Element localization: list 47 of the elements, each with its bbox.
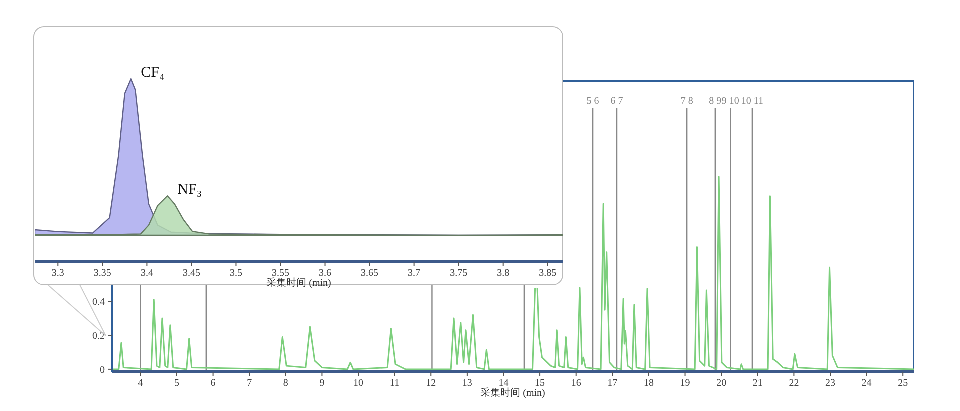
- x-tick-label: 9: [320, 378, 325, 389]
- series-label: CF₄: [141, 65, 165, 81]
- x-tick-label: 5: [174, 378, 180, 389]
- x-tick-label: 3.85: [539, 268, 557, 279]
- x-tick-label: 21: [752, 378, 763, 389]
- x-tick-label: 19: [680, 378, 690, 389]
- annotation: 8 9: [709, 96, 722, 107]
- x-tick-label: 3.3: [52, 268, 64, 279]
- y-tick-label: 0: [100, 364, 105, 376]
- x-tick-label: 24: [862, 378, 872, 389]
- x-tick-label: 14: [498, 378, 509, 389]
- x-tick-label: 4: [138, 378, 144, 389]
- x-tick-label: 23: [825, 378, 836, 389]
- annotation: 7 8: [680, 96, 694, 107]
- x-tick-label: 3.45: [182, 268, 200, 279]
- y-tick-label: 0.2: [92, 331, 105, 342]
- x-tick-label: 3.5: [230, 268, 242, 279]
- annotation: 9 10: [722, 96, 740, 107]
- x-tick-label: 17: [608, 378, 618, 389]
- annotation: 10 11: [741, 96, 764, 107]
- annotation: 5 6: [586, 96, 600, 107]
- x-tick-label: 3.65: [361, 268, 379, 279]
- x-tick-label: 3.6: [319, 268, 332, 279]
- x-tick-label: 16: [571, 378, 582, 389]
- x-tick-label: 25: [898, 378, 908, 389]
- x-tick-label: 13: [462, 378, 472, 389]
- x-tick-label: 3.7: [408, 268, 421, 279]
- x-tick-label: 15: [535, 378, 546, 389]
- x-tick-label: 6: [210, 378, 216, 389]
- x-tick-label: 3.55: [272, 268, 290, 279]
- x-tick-label: 12: [426, 378, 436, 389]
- x-tick-label: 11: [390, 378, 400, 389]
- x-tick-label: 3.75: [450, 268, 468, 279]
- x-axis-title: 采集时间 (min): [266, 277, 332, 289]
- series-label: NF₃: [178, 182, 202, 198]
- x-tick-label: 7: [247, 378, 252, 389]
- x-tick-label: 18: [644, 378, 654, 389]
- x-tick-label: 22: [789, 378, 800, 389]
- x-axis-title: 采集时间 (min): [480, 387, 546, 399]
- x-tick-label: 20: [716, 378, 727, 389]
- y-tick-label: 0.4: [92, 297, 105, 308]
- x-tick-label: 10: [354, 378, 364, 389]
- x-tick-label: 3.8: [497, 268, 510, 279]
- x-tick-label: 3.35: [94, 268, 112, 279]
- x-tick-label: 3.4: [140, 268, 154, 279]
- annotation: 6 7: [610, 96, 624, 107]
- x-tick-label: 8: [283, 378, 288, 389]
